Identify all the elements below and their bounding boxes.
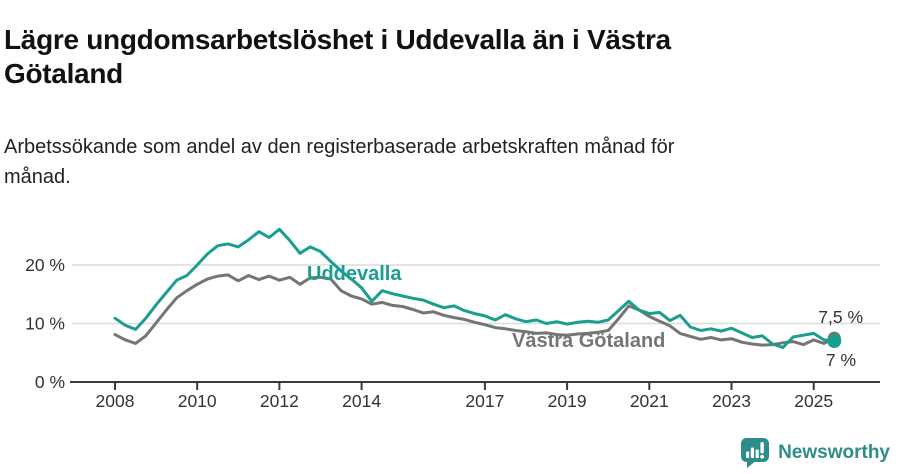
y-tick-label: 10 % [25,314,65,334]
x-tick-label: 2019 [548,391,587,411]
chart-subtitle: Arbetssökande som andel av den registerb… [4,136,675,188]
series-label-uddevalla: Uddevalla [307,263,402,285]
x-tick-label: 2010 [178,391,217,411]
series-line-uddevalla [113,227,836,349]
x-tick-label: 2014 [342,391,381,411]
series-label-vastra-gotaland: Västra Götaland [512,330,665,352]
page-title: Lägre ungdomsarbetslöshet i Uddevalla än… [4,23,671,90]
x-tick-label: 2021 [630,391,669,411]
y-tick-label: 0 % [35,372,65,392]
x-tick-label: 2008 [96,391,135,411]
x-tick-label: 2025 [794,391,833,411]
x-tick-label: 2017 [465,391,504,411]
x-tick-label: 2023 [712,391,751,411]
end-value-label-vastra-gotaland: 7,5 % [818,307,863,327]
y-tick-label: 20 % [25,255,65,275]
newsworthy-wordmark: Newsworthy [778,442,890,463]
end-value-label-uddevalla: 7 % [826,350,856,370]
newsworthy-link[interactable]: Newsworthy [740,437,890,469]
newsworthy-logo-icon [741,438,770,468]
x-tick-label: 2012 [260,391,299,411]
series-line-vastra-gotaland [113,273,836,347]
series-end-dot-uddevalla [827,334,842,349]
